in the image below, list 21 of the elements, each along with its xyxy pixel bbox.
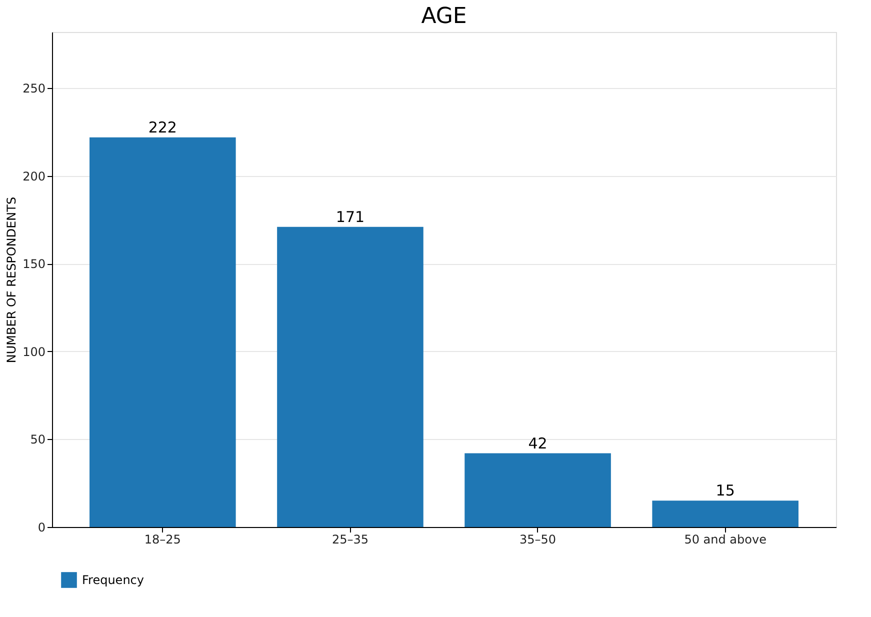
chart-title: AGE [421,4,467,29]
data-label: 42 [528,434,548,452]
y-tick-label: 0 [38,520,46,534]
y-tick-label: 200 [22,169,46,184]
bar [652,500,798,527]
y-tick-label: 150 [22,257,46,272]
x-tick-label: 18–25 [144,532,181,546]
data-label: 15 [716,482,735,500]
y-tick-label: 100 [22,344,46,359]
y-tick-label: 50 [30,432,46,447]
x-tick-label: 35–50 [520,532,556,546]
x-tick-label: 50 and above [684,532,766,546]
bar [90,137,236,527]
y-tick-label: 250 [22,82,46,96]
legend-label: Frequency [82,573,144,587]
bar [464,453,611,527]
x-tick-label: 25–35 [332,532,368,546]
data-label: 222 [148,118,177,136]
bar [277,226,424,527]
y-axis-title: NUMBER OF RESPONDENTS [4,196,19,364]
data-label: 171 [336,208,365,226]
